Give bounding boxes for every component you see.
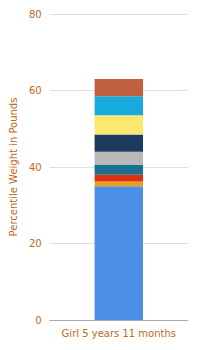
svg-text:Percentile Weight in Pounds: Percentile Weight in Pounds xyxy=(8,98,19,237)
svg-text:Girl 5 years 11 months: Girl 5 years 11 months xyxy=(62,328,176,339)
svg-text:80: 80 xyxy=(29,9,42,20)
svg-text:60: 60 xyxy=(29,85,42,96)
svg-text:40: 40 xyxy=(29,162,42,173)
svg-text:20: 20 xyxy=(29,238,42,249)
svg-text:0: 0 xyxy=(35,315,41,326)
